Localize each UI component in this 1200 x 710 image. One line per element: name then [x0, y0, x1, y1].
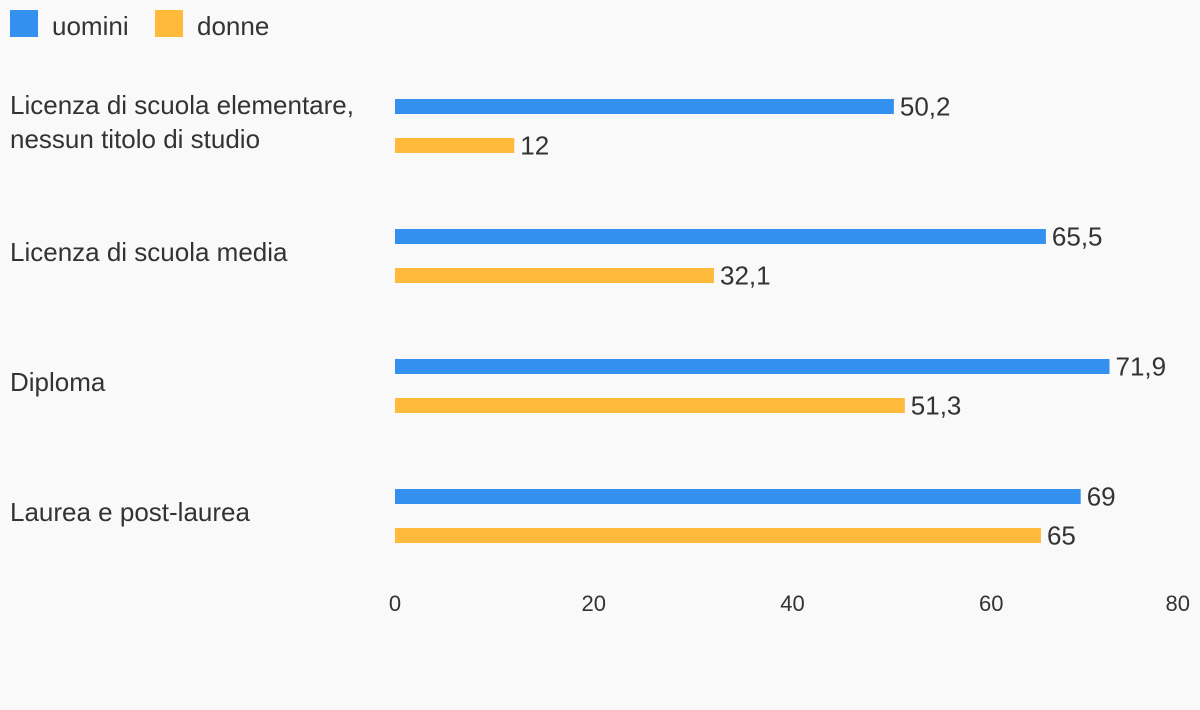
legend-swatch-uomini	[10, 10, 38, 37]
category-label: Licenza di scuola media	[10, 237, 288, 267]
value-labels: 50,2 12 65,5 32,1 71,9 51,3 69 65	[520, 92, 1166, 551]
category-label: Laurea e post-laurea	[10, 497, 250, 527]
x-tick-label: 20	[582, 591, 606, 616]
x-tick-label: 40	[780, 591, 804, 616]
data-label-uomini: 50,2	[900, 92, 951, 122]
x-tick-label: 0	[389, 591, 401, 616]
x-tick-label: 60	[979, 591, 1003, 616]
bars	[395, 99, 1110, 543]
bar-donne	[395, 268, 714, 283]
bar-uomini	[395, 229, 1046, 244]
data-label-uomini: 69	[1087, 482, 1116, 512]
legend-swatch-donne	[155, 10, 183, 37]
data-label-donne: 12	[520, 131, 549, 161]
data-label-uomini: 71,9	[1116, 352, 1167, 382]
category-label: Licenza di scuola elementare,	[10, 90, 354, 120]
x-axis: 0 20 40 60 80	[389, 591, 1190, 616]
bar-donne	[395, 398, 905, 413]
category-labels: Licenza di scuola elementare, nessun tit…	[10, 90, 354, 527]
bar-uomini	[395, 99, 894, 114]
category-label: Diploma	[10, 367, 106, 397]
legend-label-uomini: uomini	[52, 11, 129, 41]
data-label-donne: 51,3	[911, 391, 962, 421]
bar-donne	[395, 138, 515, 153]
data-label-uomini: 65,5	[1052, 222, 1103, 252]
data-label-donne: 32,1	[720, 261, 771, 291]
bar-donne	[395, 528, 1041, 543]
bar-uomini	[395, 359, 1110, 374]
bar-uomini	[395, 489, 1081, 504]
legend: uomini donne	[10, 10, 269, 41]
x-tick-label: 80	[1166, 591, 1190, 616]
legend-label-donne: donne	[197, 11, 269, 41]
data-label-donne: 65	[1047, 521, 1076, 551]
category-label: nessun titolo di studio	[10, 124, 260, 154]
